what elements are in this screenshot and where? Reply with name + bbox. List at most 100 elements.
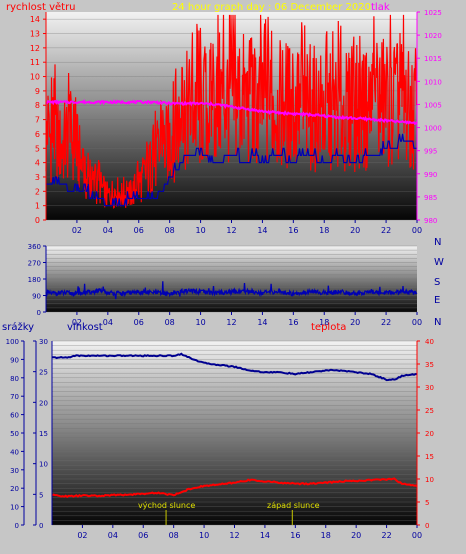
- rhm-x-tick-label: 22: [381, 531, 391, 540]
- temperature-tick-label: 10: [425, 476, 434, 484]
- rain-tick-label: 30: [39, 338, 48, 346]
- rhm-x-tick-label: 10: [199, 531, 209, 540]
- wind-tick-label: 10: [30, 73, 40, 82]
- pressure-tick-label: 1000: [424, 125, 442, 133]
- rhm-x-tick-label: 20: [351, 531, 361, 540]
- rhm-x-tick-label: 14: [260, 531, 270, 540]
- direction-x-tick-label: 22: [381, 318, 391, 327]
- wind-x-tick-label: 06: [134, 226, 144, 235]
- rhm-x-tick-label: 00: [412, 531, 422, 540]
- pressure-tick-label: 1010: [424, 78, 442, 86]
- rhm-axes: 0102030405060708090100051015202530051015…: [6, 338, 434, 540]
- wind-direction-series: [45, 281, 418, 300]
- humidity-tick-label: 20: [10, 485, 19, 493]
- wind-x-tick-label: 16: [288, 226, 298, 235]
- humidity-line: [51, 352, 418, 382]
- pressure-tick-label: 1005: [424, 101, 442, 109]
- direction-tick-label: 360: [28, 243, 41, 251]
- rhm-x-tick-label: 04: [108, 531, 118, 540]
- wind-tick-label: 14: [30, 15, 40, 24]
- pressure-line: [46, 99, 418, 126]
- humidity-tick-label: 30: [10, 467, 19, 475]
- rain-axis-label: srážky: [2, 321, 34, 333]
- temperature-line: [51, 477, 418, 499]
- direction-x-tick-label: 10: [195, 318, 205, 327]
- wind-tick-label: 13: [30, 30, 40, 39]
- pressure-tick-label: 980: [424, 217, 437, 225]
- rhm-x-tick-label: 16: [290, 531, 300, 540]
- pressure-tick-label: 1015: [424, 55, 442, 63]
- wind-tick-label: 4: [35, 159, 40, 168]
- direction-x-tick-label: 06: [134, 318, 144, 327]
- compass-label: N: [434, 317, 441, 328]
- rain-tick-label: 10: [39, 461, 48, 469]
- wind-tick-label: 6: [35, 130, 40, 139]
- wind-x-tick-label: 14: [257, 226, 267, 235]
- humidity-tick-label: 10: [10, 504, 19, 512]
- temperature-tick-label: 0: [425, 522, 429, 530]
- temperature-tick-label: 15: [425, 453, 434, 461]
- direction-x-tick-label: 14: [257, 318, 267, 327]
- direction-x-tick-label: 12: [226, 318, 236, 327]
- pressure-tick-label: 1020: [424, 32, 442, 40]
- wind-tick-label: 7: [35, 116, 40, 125]
- temperature-tick-label: 40: [425, 338, 434, 346]
- rain-tick-label: 5: [39, 491, 43, 499]
- wind-tick-label: 12: [30, 44, 40, 53]
- humidity-tick-label: 70: [10, 393, 19, 401]
- wind-direction-grid: [46, 245, 417, 313]
- rain-tick-label: 25: [39, 369, 48, 377]
- humidity-axis-label: vlhkost: [67, 322, 103, 333]
- wind-tick-label: 1: [35, 202, 40, 211]
- temperature-tick-label: 35: [425, 361, 434, 369]
- wind-axis-label: rychlost větru: [6, 1, 76, 13]
- humidity-tick-label: 90: [10, 356, 19, 364]
- humidity-tick-label: 80: [10, 375, 19, 383]
- wind-tick-label: 8: [35, 101, 40, 110]
- direction-x-tick-label: 04: [103, 318, 113, 327]
- wind-tick-label: 3: [35, 173, 40, 182]
- wind-x-tick-label: 08: [165, 226, 175, 235]
- direction-x-tick-label: 20: [350, 318, 360, 327]
- rhm-grid: [52, 340, 417, 526]
- rain-humidity-temperature-panel: 0102030405060708090100051015202530051015…: [2, 321, 434, 540]
- wind-tick-label: 0: [35, 216, 40, 225]
- direction-x-tick-label: 08: [165, 318, 175, 327]
- pressure-tick-label: 995: [424, 148, 437, 156]
- temperature-tick-label: 5: [425, 499, 429, 507]
- wind-tick-label: 9: [35, 87, 40, 96]
- rain-tick-label: 0: [39, 522, 43, 530]
- humidity-tick-label: 40: [10, 448, 19, 456]
- wind-x-tick-label: 12: [226, 226, 236, 235]
- wind-x-tick-label: 04: [103, 226, 113, 235]
- direction-tick-label: 180: [28, 276, 41, 284]
- wind-x-tick-label: 02: [72, 226, 82, 235]
- wind-x-tick-label: 00: [412, 226, 422, 235]
- direction-x-tick-label: 18: [319, 318, 329, 327]
- humidity-tick-label: 100: [6, 338, 19, 346]
- wind-gust-line: [45, 14, 418, 209]
- wind-tick-label: 11: [30, 58, 40, 67]
- rhm-x-tick-label: 06: [138, 531, 148, 540]
- sunrise-label: východ slunce: [138, 501, 195, 510]
- direction-tick-label: 270: [28, 260, 41, 268]
- rhm-x-tick-label: 12: [229, 531, 239, 540]
- wind-x-tick-label: 22: [381, 226, 391, 235]
- wind-x-tick-label: 20: [350, 226, 360, 235]
- temperature-tick-label: 25: [425, 407, 434, 415]
- chart-title: 24 hour graph day : 06 December 2020: [172, 2, 371, 13]
- compass-label: E: [434, 295, 440, 306]
- wind-tick-label: 5: [35, 144, 40, 153]
- direction-tick-label: 90: [32, 293, 41, 301]
- wind-direction-line: [45, 281, 418, 300]
- pressure-tick-label: 1025: [424, 9, 442, 17]
- direction-x-tick-label: 16: [288, 318, 298, 327]
- temperature-tick-label: 20: [425, 430, 434, 438]
- pressure-tick-label: 990: [424, 171, 437, 179]
- rain-tick-label: 15: [39, 430, 48, 438]
- pressure-tick-label: 985: [424, 194, 437, 202]
- temperature-axis-label: teplota: [311, 322, 346, 333]
- wind-average-line: [46, 133, 417, 207]
